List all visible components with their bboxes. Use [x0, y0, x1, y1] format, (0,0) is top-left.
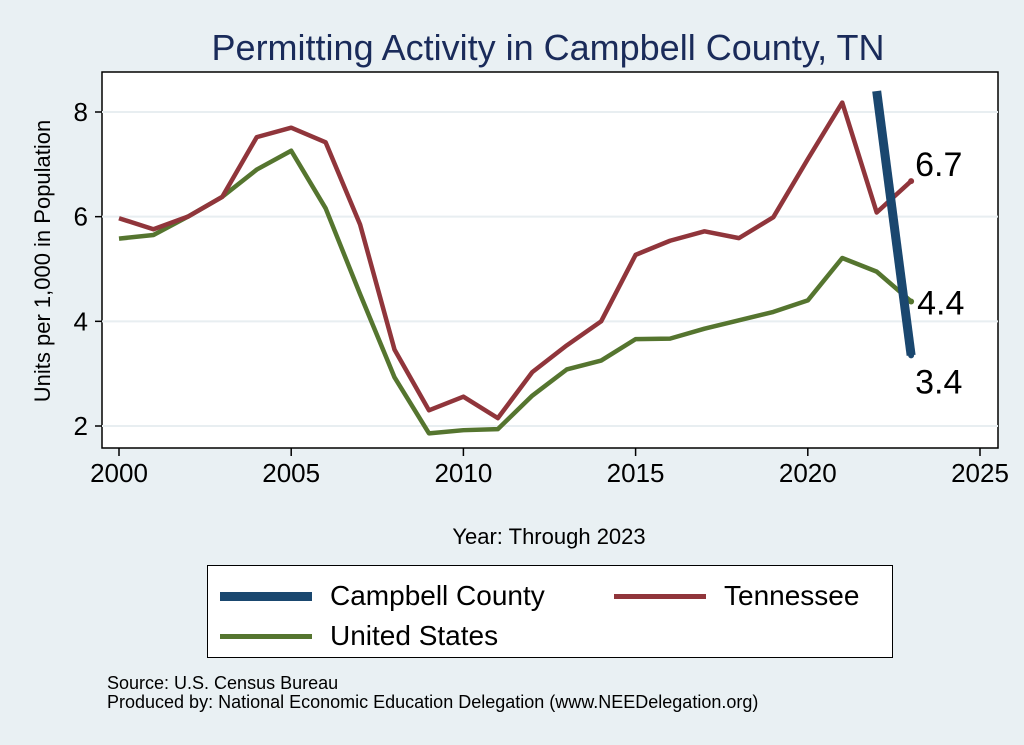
series-end-point-campbell-county	[908, 352, 915, 359]
legend-label: United States	[330, 620, 499, 651]
x-tick-label: 2015	[607, 458, 665, 488]
end-labels: 3.4 6.7 4.4	[915, 146, 964, 401]
source-note: Source: U.S. Census Bureau	[107, 673, 339, 693]
series-line-tennessee	[118, 100, 913, 421]
end-label-campbell-county: 3.4	[915, 363, 962, 401]
end-label-united-states: 4.4	[917, 284, 964, 322]
x-tick-label: 2020	[779, 458, 837, 488]
x-tick-label: 2005	[262, 458, 320, 488]
series-end-point-united-states	[908, 298, 915, 305]
plot-area	[101, 71, 999, 449]
legend-label: Campbell County	[330, 580, 545, 611]
series-line-campbell-county	[872, 90, 916, 356]
series-end-point-tennessee	[908, 178, 915, 185]
x-tick-label: 2000	[90, 458, 148, 488]
legend-swatch-campbell-county	[220, 591, 312, 601]
y-tick-label: 6	[74, 202, 88, 232]
x-axis-label: Year: Through 2023	[452, 524, 645, 549]
series-layer	[118, 90, 916, 436]
chart-title: Permitting Activity in Campbell County, …	[212, 27, 885, 68]
end-label-tennessee: 6.7	[915, 146, 962, 184]
series-line-united-states	[118, 148, 913, 436]
legend-swatch-united-states	[220, 633, 312, 639]
legend-swatch-tennessee	[614, 593, 706, 599]
y-axis-label: Units per 1,000 in Population	[30, 120, 55, 403]
legend: Campbell County Tennessee United States	[207, 565, 893, 658]
legend-item-campbell-county: Campbell County	[220, 580, 545, 612]
produced-by-note: Produced by: National Economic Education…	[107, 692, 759, 712]
grid-lines	[102, 111, 998, 427]
axis-layer: 2 4 6 8 2000 2005 2010 2015 2020 2025	[74, 97, 1009, 488]
legend-label: Tennessee	[724, 580, 860, 611]
y-tick-label: 4	[74, 306, 88, 336]
legend-item-tennessee: Tennessee	[614, 580, 859, 612]
x-tick-label: 2010	[434, 458, 492, 488]
y-tick-label: 8	[74, 97, 88, 127]
y-tick-label: 2	[74, 411, 88, 441]
x-tick-label: 2025	[951, 458, 1009, 488]
legend-item-united-states: United States	[220, 620, 498, 652]
